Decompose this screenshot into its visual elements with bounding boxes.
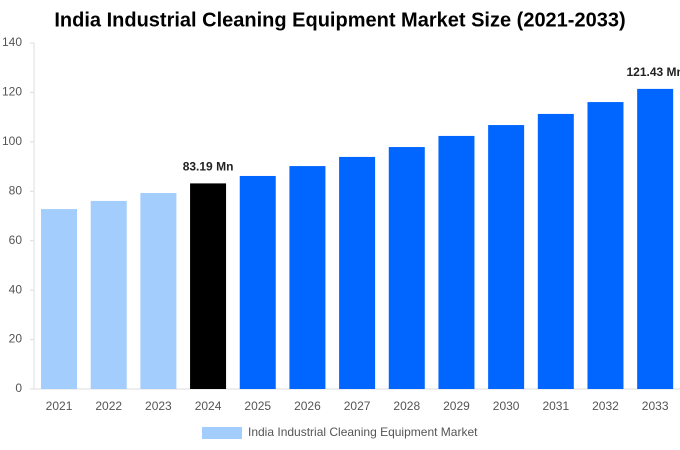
x-tick-label: 2027 [344,399,371,413]
bar [388,147,425,389]
legend-label: India Industrial Cleaning Equipment Mark… [248,425,478,439]
bar [587,102,624,390]
x-tick-label: 2029 [443,399,470,413]
y-tick-label: 0 [15,381,22,395]
x-tick-label: 2023 [145,399,172,413]
x-tick-label: 2031 [542,399,569,413]
value-label: 83.19 Mn [183,160,234,174]
x-tick-label: 2032 [592,399,619,413]
bar [339,156,376,389]
x-tick-label: 2025 [244,399,271,413]
y-tick-label: 80 [9,183,23,197]
bar [289,166,326,389]
bar [488,125,525,390]
bar [537,113,574,390]
y-tick-label: 120 [2,85,22,99]
bar [637,88,674,389]
y-tick-label: 40 [9,282,23,296]
bar [41,209,78,389]
chart-title: India Industrial Cleaning Equipment Mark… [54,9,625,31]
x-tick-label: 2026 [294,399,321,413]
x-tick-label: 2021 [46,399,73,413]
x-tick-label: 2028 [393,399,420,413]
bar [190,183,227,389]
value-label: 121.43 Mn [626,65,680,79]
x-tick-label: 2024 [195,399,222,413]
bar [438,135,475,389]
x-tick-label: 2022 [95,399,122,413]
y-tick-label: 140 [2,35,22,49]
bar [90,200,127,389]
y-tick-label: 100 [2,134,22,148]
x-tick-label: 2030 [493,399,520,413]
y-tick-label: 20 [9,332,23,346]
bar [239,175,276,389]
legend-swatch [202,427,242,439]
y-tick-label: 60 [9,233,23,247]
bar [140,193,177,389]
x-tick-label: 2033 [642,399,669,413]
